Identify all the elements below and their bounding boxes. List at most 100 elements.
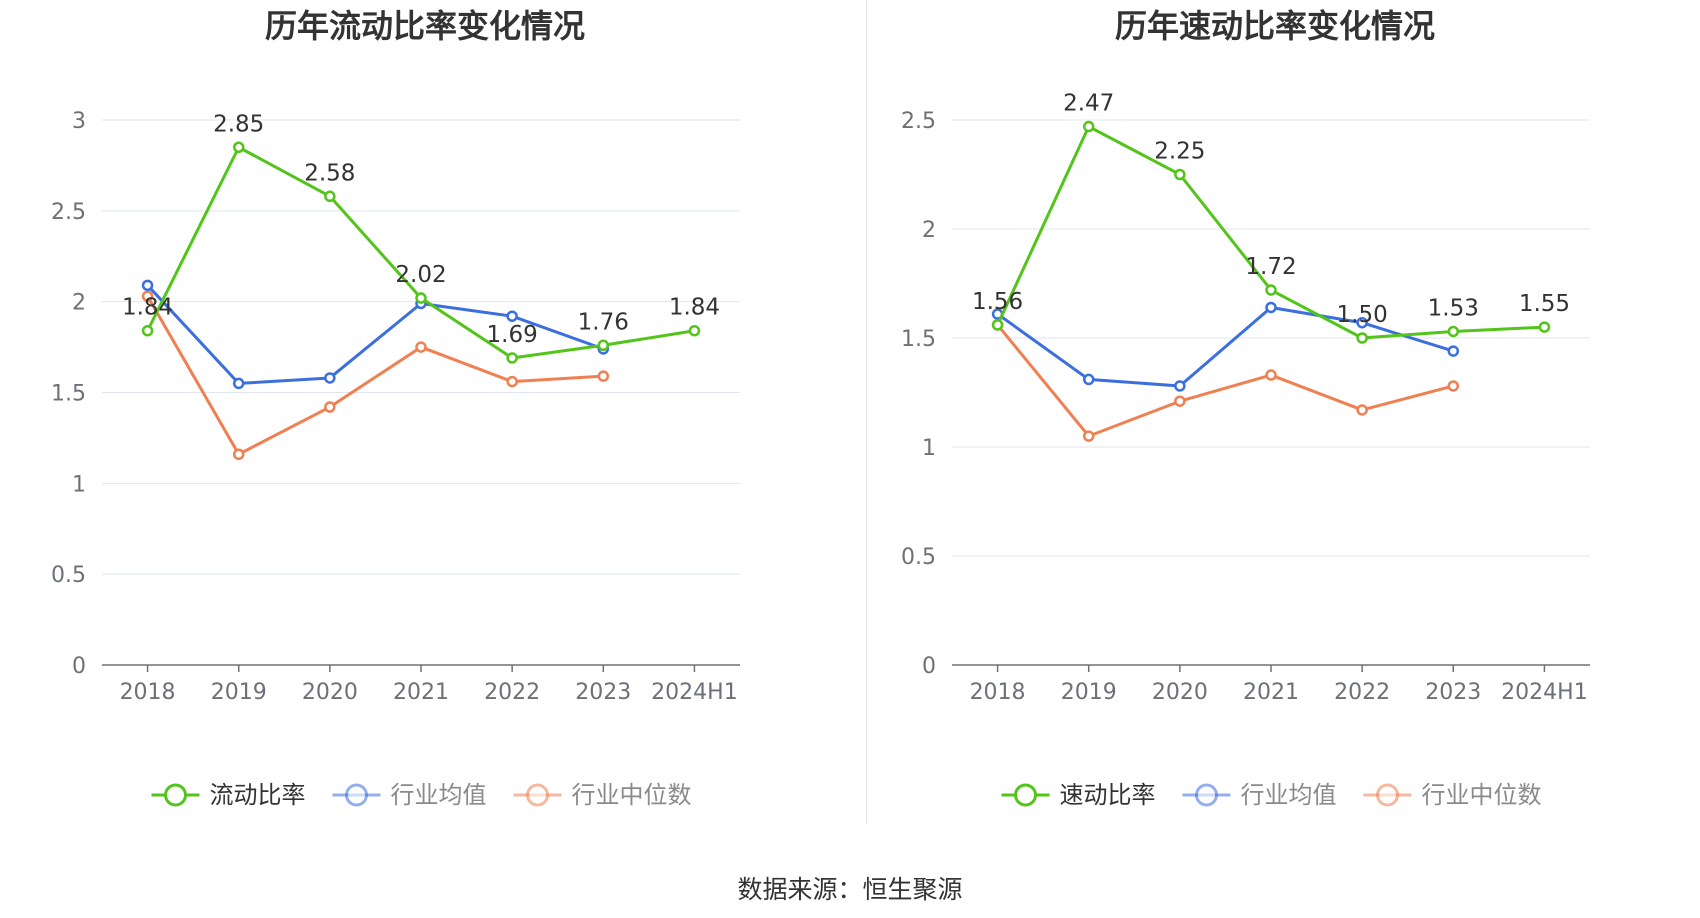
x-tick-label: 2021 [1243,680,1299,705]
x-tick-label: 2019 [1061,680,1117,705]
data-point [141,279,154,292]
x-tick-label: 2022 [1334,680,1390,705]
x-tick-label: 2021 [393,680,449,705]
legend-marker [1376,783,1399,807]
current-ratio-chart-svg: 历年流动比率变化情况 0 0.5 1 1.5 2 2.5 3 2018 2019 2020 2021 2… [51,7,740,809]
legend-marker [1195,783,1218,807]
data-label: 1.84 [669,295,720,321]
legend-label: 行业中位数 [572,781,692,809]
legend-marker [164,783,187,807]
legend-item-0: 流动比率 [151,781,306,809]
series-line-2 [146,295,604,456]
data-point [597,339,610,352]
data-point [1447,345,1460,357]
x-tick-label: 2019 [211,680,267,705]
x-tick-label: 2023 [1425,680,1481,705]
data-point [1538,321,1551,333]
x-tick-label: 2020 [302,680,358,705]
data-label: 2.47 [1063,91,1114,117]
data-point [597,370,610,382]
x-tick-label: 2024H1 [651,680,738,705]
legend-marker [526,783,549,807]
x-tick-label: 2020 [1152,680,1208,705]
y-tick-label: 2.5 [901,109,936,134]
y-tick-label: 2 [72,291,86,316]
y-tick-label: 1.5 [901,327,936,352]
y-tick-label: 1.5 [51,382,86,407]
current-ratio-chart: 历年流动比率变化情况 0 0.5 1 1.5 2 2.5 3 2018 2019 2020 2021 2… [0,0,850,830]
data-point [1356,332,1368,344]
data-point [1082,120,1095,133]
data-point [991,319,1004,331]
legend-item-2: 行业中位数 [1363,781,1542,809]
chart-divider [866,0,867,825]
y-tick-label: 2 [922,218,936,243]
legend-label: 行业中位数 [1422,781,1542,809]
data-label: 1.76 [578,309,629,335]
data-label: 1.56 [972,289,1023,315]
data-point [506,375,518,388]
y-tick-label: 0 [922,654,936,679]
quick-ratio-chart-svg: 历年速动比率变化情况 0 0.5 1 1.5 2 2.5 2018 2019 2020 2021 20… [901,7,1590,809]
legend-label: 行业均值 [1241,781,1337,809]
legend-item-0: 速动比率 [1001,781,1156,809]
data-label: 2.85 [213,111,264,137]
data-label: 1.69 [487,322,538,348]
legend-label: 流动比率 [210,781,306,809]
data-label: 2.25 [1154,139,1205,165]
legend-marker [1014,783,1037,807]
legend-item-2: 行业中位数 [513,781,692,809]
data-point [1265,284,1277,296]
data-point [1356,316,1368,329]
data-point [1356,404,1368,416]
y-tick-label: 1 [72,472,86,497]
chart-title: 历年速动比率变化情况 [1115,7,1435,45]
y-tick-label: 3 [72,109,86,134]
legend-label: 速动比率 [1060,781,1156,809]
data-point [141,324,154,337]
y-tick-label: 0 [72,654,86,679]
data-label: 2.58 [304,160,355,186]
data-point [324,190,336,203]
data-point [688,324,701,337]
x-tick-label: 2018 [120,680,176,705]
data-point [506,352,518,364]
data-point [1447,380,1460,392]
data-point [506,310,518,322]
legend-label: 行业均值 [391,781,487,809]
data-point [415,292,427,304]
series-line-2 [996,323,1454,438]
data-point [1447,325,1460,338]
x-tick-label: 2018 [970,680,1026,705]
data-point [1265,301,1277,314]
y-tick-label: 2.5 [51,200,86,225]
data-label: 1.50 [1337,302,1388,328]
data-point [1082,373,1095,386]
data-point [141,290,154,302]
data-point [1174,168,1186,181]
data-label: 1.84 [122,295,173,321]
chart-title: 历年流动比率变化情况 [265,7,585,45]
data-label: 1.72 [1245,254,1296,280]
data-point [1082,430,1095,442]
data-point [324,372,336,384]
data-point [1174,395,1186,407]
quick-ratio-chart: 历年速动比率变化情况 0 0.5 1 1.5 2 2.5 2018 2019 2020 2021 20… [850,0,1700,830]
data-point [415,341,427,353]
legend-item-1: 行业均值 [332,781,487,809]
y-tick-label: 0.5 [901,545,936,570]
data-label: 1.53 [1428,295,1479,321]
x-tick-label: 2022 [484,680,540,705]
data-label: 2.02 [395,262,446,288]
y-tick-label: 0.5 [51,563,86,588]
legend-marker [345,783,368,807]
y-tick-label: 1 [922,436,936,461]
data-point [232,448,245,461]
series-line-1 [996,305,1454,388]
data-point [1265,369,1277,381]
data-point [232,377,245,390]
data-source-label: 数据来源：恒生聚源 [737,875,963,904]
data-label: 1.55 [1519,291,1570,317]
data-point [1174,380,1186,392]
series-line-1 [146,284,604,385]
